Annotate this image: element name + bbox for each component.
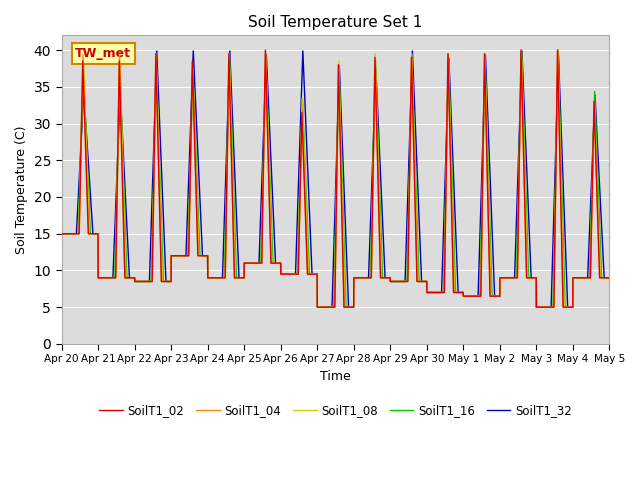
SoilT1_02 — [412, 204, 419, 210]
SoilT1_32 — [263, 60, 271, 66]
SoilT1_16 — [411, 155, 419, 160]
SoilT1_16 — [263, 78, 271, 84]
SoilT1_02 — [169, 253, 177, 259]
SoilT1_16 — [175, 253, 182, 259]
SoilT1_16 — [604, 275, 611, 281]
SoilT1_04 — [169, 253, 177, 259]
SoilT1_02 — [604, 275, 611, 281]
Y-axis label: Soil Temperature (C): Soil Temperature (C) — [15, 125, 28, 254]
SoilT1_08 — [79, 47, 87, 53]
SoilT1_32 — [605, 275, 613, 281]
SoilT1_32 — [412, 117, 419, 122]
SoilT1_32 — [489, 250, 497, 255]
Line: SoilT1_32: SoilT1_32 — [61, 51, 609, 307]
SoilT1_16 — [58, 231, 65, 237]
Line: SoilT1_08: SoilT1_08 — [61, 50, 609, 307]
SoilT1_04 — [412, 195, 419, 201]
SoilT1_32 — [604, 275, 611, 281]
SoilT1_02 — [58, 231, 65, 237]
Title: Soil Temperature Set 1: Soil Temperature Set 1 — [248, 15, 422, 30]
SoilT1_04 — [263, 91, 271, 97]
Line: SoilT1_02: SoilT1_02 — [61, 50, 609, 307]
Line: SoilT1_04: SoilT1_04 — [61, 51, 609, 307]
SoilT1_04 — [489, 293, 497, 299]
SoilT1_02 — [314, 304, 321, 310]
SoilT1_16 — [489, 293, 497, 299]
SoilT1_08 — [169, 253, 177, 259]
SoilT1_16 — [314, 304, 321, 310]
SoilT1_02 — [262, 47, 269, 53]
SoilT1_04 — [175, 253, 182, 259]
SoilT1_08 — [412, 171, 419, 177]
SoilT1_08 — [605, 275, 613, 281]
SoilT1_04 — [314, 304, 321, 310]
SoilT1_08 — [314, 304, 321, 310]
SoilT1_08 — [263, 83, 271, 89]
SoilT1_16 — [169, 253, 177, 259]
Legend: SoilT1_02, SoilT1_04, SoilT1_08, SoilT1_16, SoilT1_32: SoilT1_02, SoilT1_04, SoilT1_08, SoilT1_… — [95, 399, 577, 421]
SoilT1_32 — [314, 304, 321, 310]
SoilT1_32 — [169, 253, 177, 259]
SoilT1_32 — [175, 253, 182, 259]
Line: SoilT1_16: SoilT1_16 — [61, 51, 609, 307]
SoilT1_02 — [605, 275, 613, 281]
SoilT1_16 — [518, 48, 525, 54]
SoilT1_08 — [58, 231, 65, 237]
SoilT1_08 — [489, 293, 497, 299]
Text: TW_met: TW_met — [76, 47, 131, 60]
SoilT1_08 — [604, 275, 611, 281]
SoilT1_04 — [604, 275, 611, 281]
SoilT1_32 — [58, 231, 65, 237]
SoilT1_04 — [262, 48, 269, 54]
SoilT1_04 — [58, 231, 65, 237]
SoilT1_02 — [175, 253, 182, 259]
SoilT1_08 — [175, 253, 182, 259]
SoilT1_02 — [489, 293, 497, 299]
SoilT1_16 — [605, 275, 613, 281]
SoilT1_04 — [605, 275, 613, 281]
SoilT1_32 — [189, 48, 197, 54]
SoilT1_02 — [263, 98, 271, 104]
X-axis label: Time: Time — [320, 370, 351, 383]
